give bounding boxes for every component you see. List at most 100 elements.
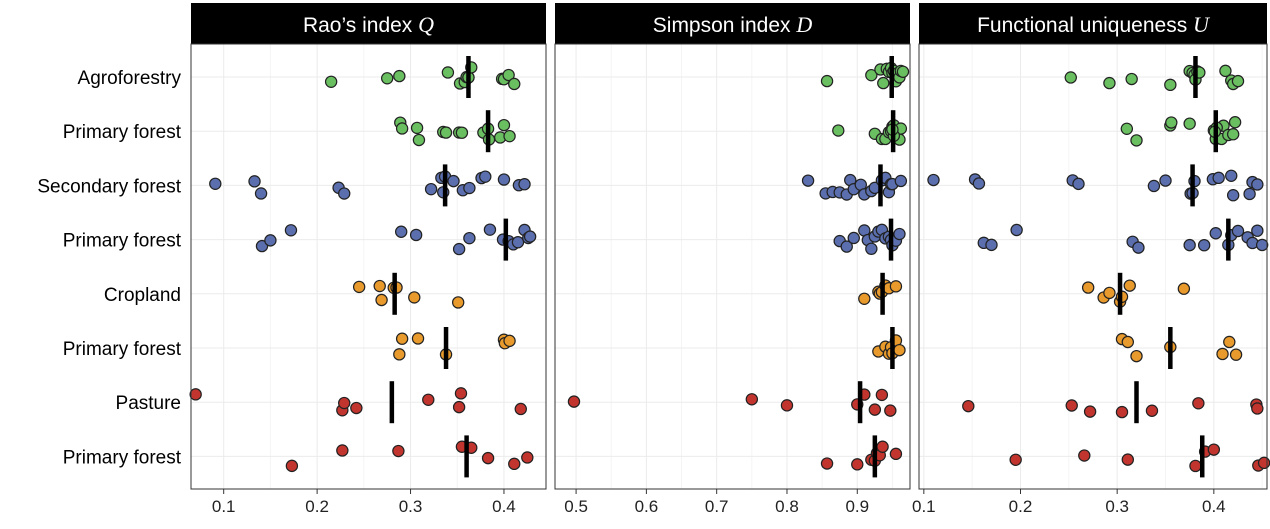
x-tick-label: 0.4 — [492, 497, 516, 516]
data-point — [454, 387, 468, 400]
data-point — [972, 177, 986, 190]
data-point — [927, 173, 940, 187]
panel-border — [190, 43, 547, 490]
panel-background — [191, 44, 546, 489]
x-tick-label: 0.8 — [775, 497, 799, 516]
data-point — [463, 231, 476, 245]
data-point — [209, 177, 222, 190]
data-point — [1078, 449, 1091, 462]
data-point — [1251, 224, 1264, 237]
data-point — [1177, 282, 1191, 295]
data-point — [567, 395, 581, 408]
data-point — [352, 280, 366, 294]
data-point — [1209, 227, 1222, 240]
data-point — [840, 240, 853, 253]
data-point — [877, 76, 890, 90]
data-point — [483, 223, 497, 236]
data-point — [479, 170, 492, 183]
panel-background — [555, 44, 910, 489]
data-point — [820, 457, 834, 470]
data-point — [962, 399, 975, 413]
data-point — [865, 242, 878, 256]
data-point — [1130, 134, 1143, 147]
data-point — [858, 292, 871, 306]
data-point — [832, 124, 845, 137]
data-point — [452, 242, 466, 256]
data-point — [1121, 335, 1135, 349]
row-label: Primary forest — [63, 122, 182, 143]
data-point — [1120, 122, 1134, 135]
data-point — [1207, 443, 1221, 456]
data-point — [1231, 74, 1245, 88]
data-point — [463, 181, 476, 195]
data-point — [1072, 177, 1085, 191]
data-point — [889, 447, 903, 461]
data-point — [393, 69, 406, 83]
data-point — [338, 187, 351, 200]
data-point — [255, 239, 269, 253]
data-point — [1216, 347, 1229, 361]
x-tick-label: 0.4 — [1202, 497, 1226, 516]
data-point — [422, 393, 435, 406]
data-point — [1231, 224, 1245, 238]
data-point — [350, 401, 363, 415]
x-tick-label: 0.2 — [305, 497, 329, 516]
data-point — [502, 68, 515, 82]
data-point — [1219, 64, 1232, 78]
data-point — [424, 182, 438, 196]
panel-strip — [191, 3, 546, 44]
data-point — [1226, 189, 1240, 202]
data-point — [1229, 348, 1243, 361]
data-point — [1115, 405, 1129, 419]
data-point — [1183, 238, 1196, 252]
data-point — [412, 133, 426, 147]
data-point — [851, 458, 864, 471]
data-point — [1083, 405, 1097, 418]
data-point — [1255, 238, 1269, 252]
data-point — [868, 403, 882, 416]
panel-1: Rao’s index Q 0.1 0.2 0.3 0.4 — [189, 3, 547, 516]
panel-strip — [555, 3, 910, 44]
data-point — [1123, 279, 1136, 292]
data-point — [521, 451, 534, 464]
data-point — [1165, 116, 1178, 129]
data-point — [876, 440, 889, 453]
data-point — [410, 121, 424, 135]
data-point — [865, 68, 878, 82]
data-point — [497, 173, 511, 186]
data-point — [408, 291, 421, 304]
data-point — [1145, 404, 1159, 417]
x-tick-label: 0.7 — [705, 497, 729, 516]
data-point — [820, 74, 834, 88]
x-tick-label: 0.9 — [845, 497, 869, 516]
data-point — [411, 332, 425, 345]
data-point — [884, 404, 897, 417]
data-point — [441, 66, 455, 79]
data-point — [395, 122, 409, 135]
data-point — [1257, 456, 1270, 470]
panel-title: Simpson index D — [653, 12, 813, 37]
data-point — [1147, 179, 1161, 193]
row-label: Pasture — [116, 393, 181, 414]
row-label: Cropland — [104, 285, 181, 306]
data-point — [780, 399, 794, 412]
data-point — [264, 234, 277, 247]
data-point — [1132, 241, 1145, 254]
data-point — [508, 77, 521, 91]
data-point — [1223, 335, 1236, 349]
data-point — [514, 402, 527, 416]
data-point — [1081, 281, 1095, 294]
data-point — [1130, 349, 1143, 363]
panel-2: Simpson index D 0.5 0.6 0.7 0.8 0.9 — [554, 3, 911, 516]
data-point — [1225, 169, 1238, 182]
data-point — [392, 444, 405, 458]
data-point — [395, 332, 409, 345]
row-label: Secondary forest — [37, 176, 181, 197]
x-tick-label: 0.5 — [564, 497, 588, 516]
data-point — [894, 174, 908, 188]
data-point — [1164, 78, 1177, 92]
data-point — [451, 296, 465, 309]
data-point — [985, 238, 998, 252]
panel-title: Functional uniqueness U — [977, 12, 1211, 37]
